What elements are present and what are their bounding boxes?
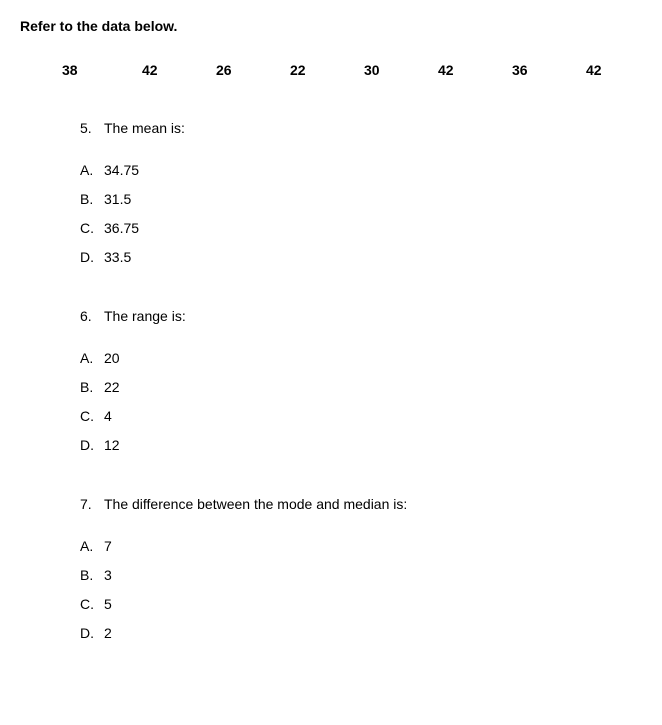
options-list: A. 20 B. 22 C. 4 D. 12 bbox=[80, 348, 642, 456]
section-heading: Refer to the data below. bbox=[20, 18, 642, 34]
option-letter: C. bbox=[80, 594, 104, 615]
option: B. 31.5 bbox=[80, 189, 642, 210]
option: A. 34.75 bbox=[80, 160, 642, 181]
question-prompt: The difference between the mode and medi… bbox=[104, 496, 407, 512]
option: A. 20 bbox=[80, 348, 642, 369]
question-line: 7. The difference between the mode and m… bbox=[80, 496, 642, 512]
data-value: 26 bbox=[216, 62, 290, 78]
option: C. 36.75 bbox=[80, 218, 642, 239]
data-value: 22 bbox=[290, 62, 364, 78]
option-text: 36.75 bbox=[104, 218, 139, 239]
option-text: 3 bbox=[104, 565, 112, 586]
option-letter: A. bbox=[80, 348, 104, 369]
option-letter: A. bbox=[80, 160, 104, 181]
data-values-row: 38 42 26 22 30 42 36 42 bbox=[20, 62, 642, 78]
data-value: 42 bbox=[438, 62, 512, 78]
option: C. 5 bbox=[80, 594, 642, 615]
option-letter: D. bbox=[80, 247, 104, 268]
question-block: 5. The mean is: A. 34.75 B. 31.5 C. 36.7… bbox=[20, 120, 642, 268]
option-letter: D. bbox=[80, 623, 104, 644]
option: B. 3 bbox=[80, 565, 642, 586]
option-letter: C. bbox=[80, 218, 104, 239]
option-text: 20 bbox=[104, 348, 120, 369]
question-number: 7. bbox=[80, 496, 104, 512]
option-text: 5 bbox=[104, 594, 112, 615]
data-value: 42 bbox=[586, 62, 602, 78]
data-value: 38 bbox=[62, 62, 142, 78]
option-text: 22 bbox=[104, 377, 120, 398]
option-letter: B. bbox=[80, 565, 104, 586]
option-text: 7 bbox=[104, 536, 112, 557]
options-list: A. 34.75 B. 31.5 C. 36.75 D. 33.5 bbox=[80, 160, 642, 268]
option-text: 12 bbox=[104, 435, 120, 456]
options-list: A. 7 B. 3 C. 5 D. 2 bbox=[80, 536, 642, 644]
option-letter: D. bbox=[80, 435, 104, 456]
option-text: 34.75 bbox=[104, 160, 139, 181]
question-prompt: The mean is: bbox=[104, 120, 185, 136]
option: C. 4 bbox=[80, 406, 642, 427]
option: D. 2 bbox=[80, 623, 642, 644]
option-text: 33.5 bbox=[104, 247, 131, 268]
question-line: 6. The range is: bbox=[80, 308, 642, 324]
option-letter: B. bbox=[80, 377, 104, 398]
option: D. 12 bbox=[80, 435, 642, 456]
data-value: 30 bbox=[364, 62, 438, 78]
question-line: 5. The mean is: bbox=[80, 120, 642, 136]
question-number: 6. bbox=[80, 308, 104, 324]
option-letter: A. bbox=[80, 536, 104, 557]
page: Refer to the data below. 38 42 26 22 30 … bbox=[0, 0, 662, 714]
option-letter: C. bbox=[80, 406, 104, 427]
question-block: 7. The difference between the mode and m… bbox=[20, 496, 642, 644]
option-text: 4 bbox=[104, 406, 112, 427]
option-letter: B. bbox=[80, 189, 104, 210]
data-value: 42 bbox=[142, 62, 216, 78]
option: A. 7 bbox=[80, 536, 642, 557]
data-value: 36 bbox=[512, 62, 586, 78]
option: B. 22 bbox=[80, 377, 642, 398]
option-text: 2 bbox=[104, 623, 112, 644]
option-text: 31.5 bbox=[104, 189, 131, 210]
option: D. 33.5 bbox=[80, 247, 642, 268]
question-number: 5. bbox=[80, 120, 104, 136]
question-block: 6. The range is: A. 20 B. 22 C. 4 D. 12 bbox=[20, 308, 642, 456]
question-prompt: The range is: bbox=[104, 308, 186, 324]
